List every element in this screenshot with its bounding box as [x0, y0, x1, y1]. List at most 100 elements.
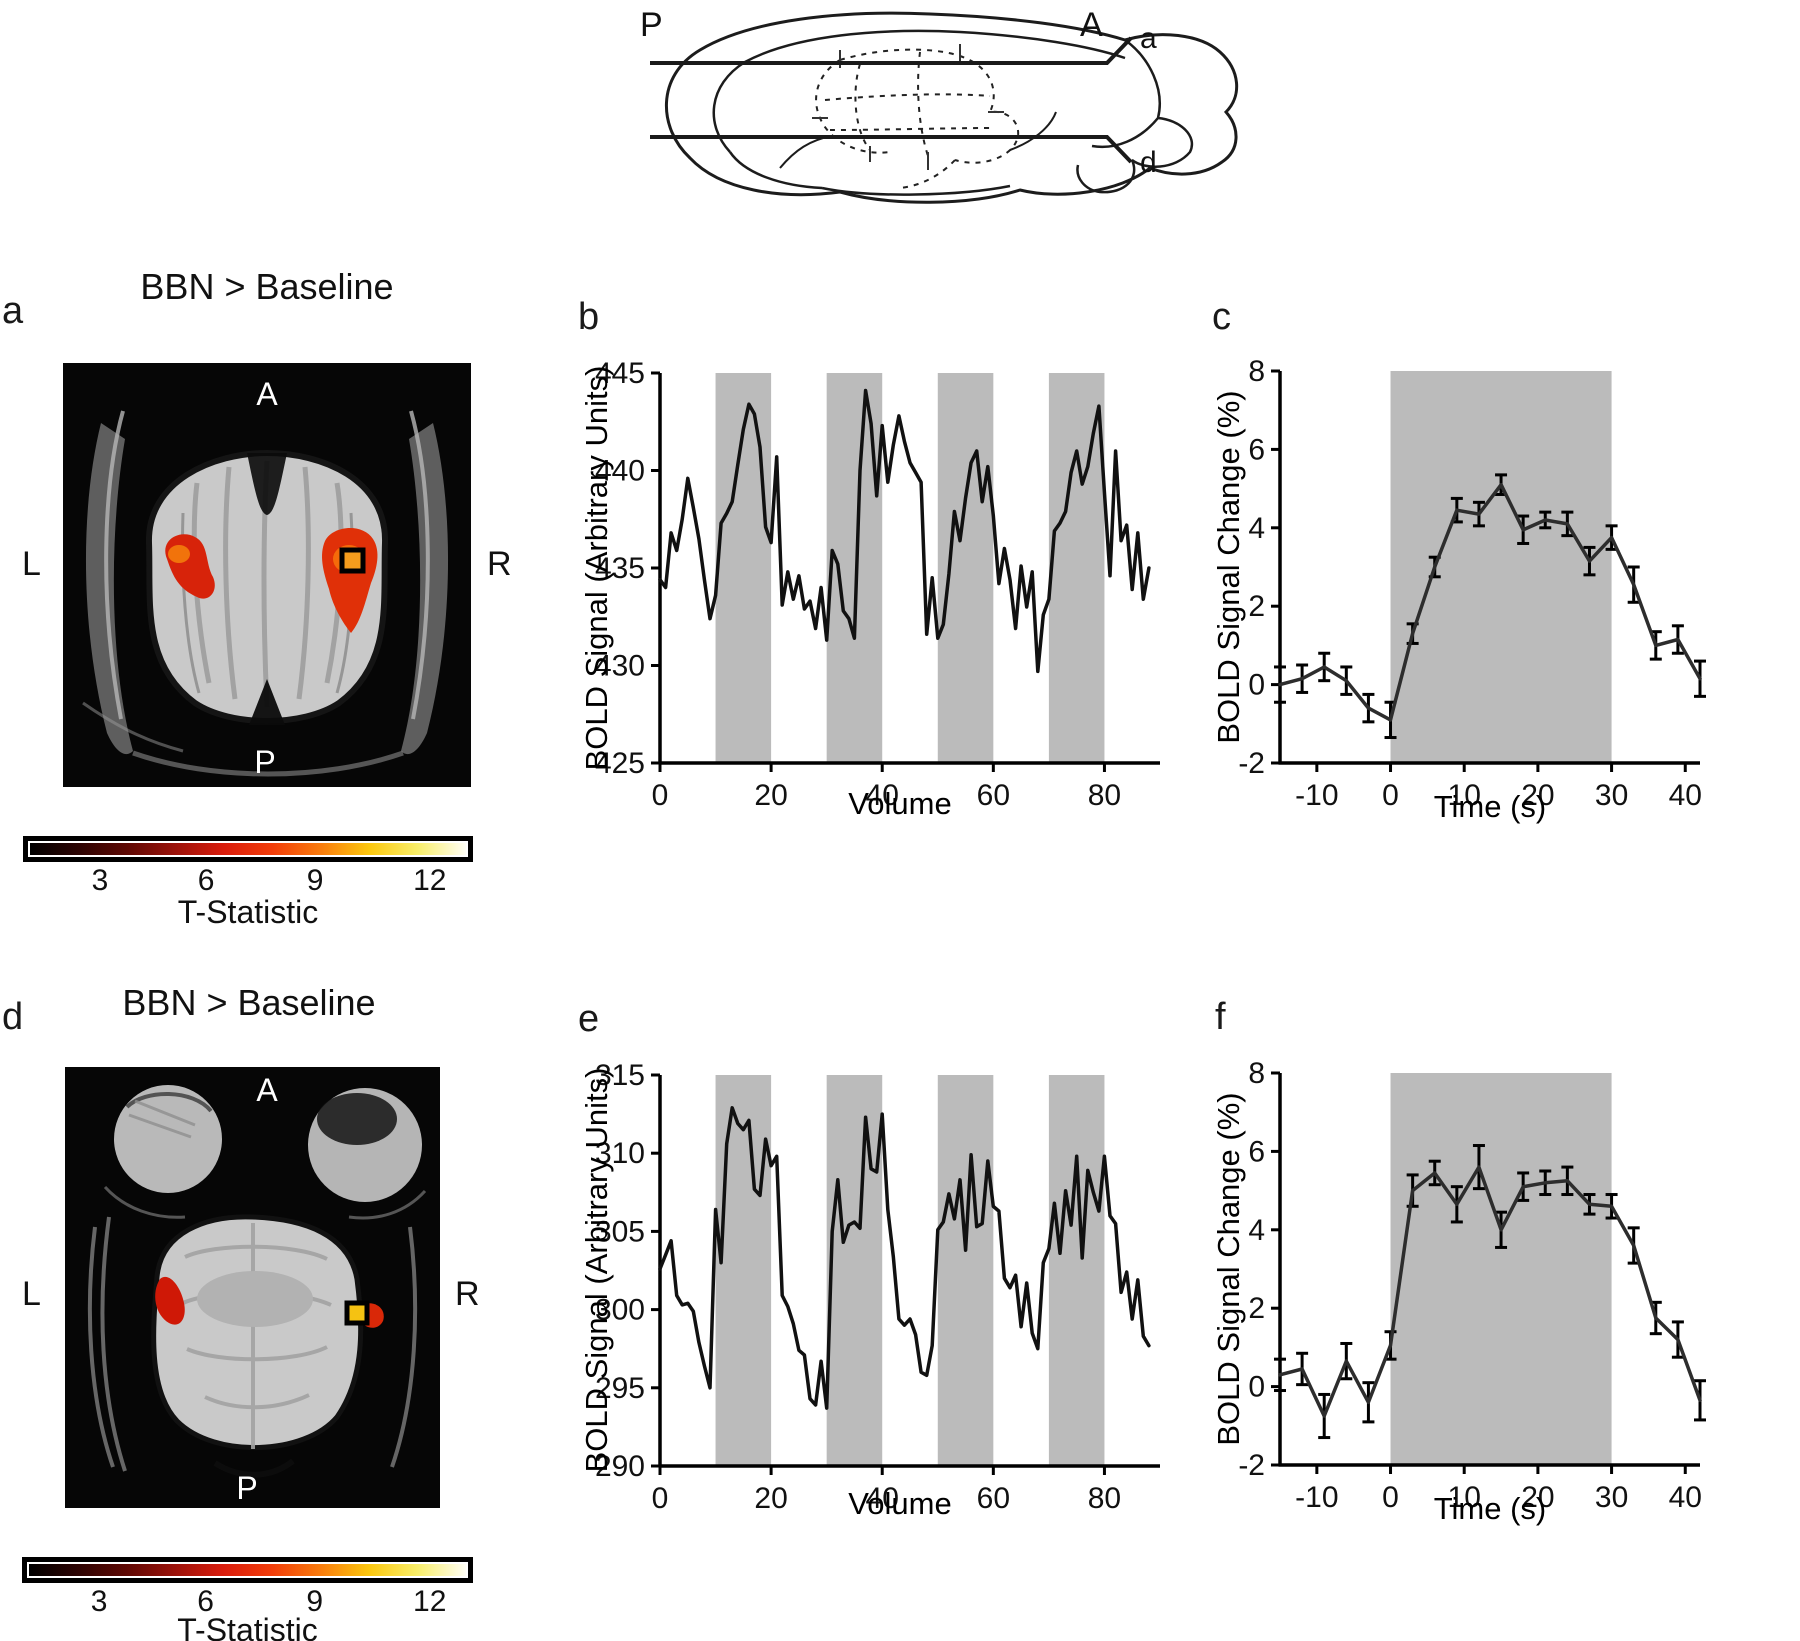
colorbar-tick: 12: [413, 1585, 447, 1618]
panel-f-ylabel: BOLD Signal Change (%): [1211, 1092, 1246, 1446]
stimulus-block: [1390, 1073, 1612, 1465]
panel-a-left-label: L: [22, 545, 41, 583]
tstat-colorbar-a-label: T-Statistic: [177, 894, 319, 930]
y-tick-label: 440: [595, 455, 645, 488]
panel-a-anterior-label: A: [256, 376, 278, 412]
y-tick-label: 300: [595, 1294, 645, 1327]
x-tick-label: 80: [1088, 1482, 1121, 1515]
slice-line-d-label: d: [1140, 146, 1157, 179]
diagram-posterior-label: P: [640, 6, 663, 44]
y-tick-label: 445: [595, 357, 645, 390]
panel-d-title: BBN > Baseline: [122, 982, 376, 1023]
panel-letter-b: b: [578, 296, 600, 338]
panel-d-anterior-label: A: [256, 1072, 278, 1108]
tstat-colorbar-a-ticks: 3 6 9 12: [23, 864, 473, 898]
diagram-anterior-label: A: [1080, 6, 1103, 44]
stimulus-block: [715, 1075, 772, 1466]
panel-b-xlabel: Volume: [848, 786, 952, 821]
stimulus-block: [826, 1075, 883, 1466]
y-tick-label: 4: [1248, 1214, 1265, 1247]
panel-d-left-label: L: [22, 1275, 41, 1313]
stimulus-block: [937, 373, 994, 763]
y-tick-label: 0: [1248, 669, 1265, 702]
tstat-colorbar-d: [22, 1557, 473, 1583]
brain-tissue: [151, 1214, 364, 1450]
bold-signal-trace: [1278, 1165, 1702, 1418]
panel-d-posterior-label: P: [236, 1470, 257, 1506]
x-tick-label: 80: [1088, 779, 1121, 812]
chart-panel-e: 290 295 300 305 310 315 0 20 40 60 80: [540, 1043, 1220, 1518]
panel-d-right-label: R: [455, 1275, 480, 1313]
y-tick-label: 6: [1248, 1135, 1265, 1168]
x-tick-label: -10: [1295, 779, 1338, 812]
y-tick-label: 305: [595, 1215, 645, 1248]
bold-signal-trace: [658, 1106, 1151, 1410]
chart-panel-c: -2 0 2 4 6 8 -10 0 10 20 30 40: [1160, 339, 1800, 819]
colorbar-tick: 9: [306, 1585, 324, 1618]
colorbar-tick: 6: [197, 864, 215, 897]
y-tick-label: 425: [595, 747, 645, 780]
panel-letter-e: e: [578, 998, 600, 1040]
stimulus-block: [1048, 373, 1105, 763]
stimulus-block: [1048, 1075, 1105, 1466]
x-tick-label: 40: [866, 779, 899, 812]
panel-b-ylabel: BOLD Signal (Arbitrary Units): [579, 365, 614, 771]
x-tick-label: 30: [1595, 1481, 1628, 1514]
stimulus-block: [826, 373, 883, 763]
x-tick-label: 40: [866, 1482, 899, 1515]
y-tick-label: -2: [1238, 747, 1265, 780]
x-tick-label: 20: [754, 779, 787, 812]
y-tick-label: 4: [1248, 512, 1265, 545]
activation-blob-left: [155, 1276, 185, 1325]
slice-line-d: [650, 135, 1133, 164]
x-tick-label: 40: [1669, 779, 1702, 812]
chart-panel-f: -2 0 2 4 6 8 -10 0 10 20 30 40: [1160, 1041, 1800, 1521]
tstat-colorbar-a: [23, 836, 473, 862]
tstat-colorbar-gradient: [28, 841, 468, 857]
panel-a-posterior-label: P: [254, 744, 275, 780]
colorbar-tick: 9: [306, 864, 324, 897]
x-tick-label: 20: [754, 1482, 787, 1515]
colorbar-tick: 3: [91, 864, 109, 897]
tstat-colorbar-gradient: [27, 1562, 468, 1578]
panel-letter-d: d: [2, 996, 24, 1038]
x-tick-label: 10: [1448, 1481, 1481, 1514]
y-tick-label: 2: [1248, 590, 1265, 623]
panel-c-ylabel: BOLD Signal Change (%): [1211, 390, 1246, 744]
y-tick-label: 290: [595, 1450, 645, 1483]
bold-signal-trace: [1278, 482, 1702, 722]
y-tick-label: 8: [1248, 1057, 1265, 1090]
x-tick-label: 20: [1521, 779, 1554, 812]
panel-a-title: BBN > Baseline: [140, 266, 394, 307]
bold-signal-trace: [658, 388, 1151, 674]
panel-a-mri-image: A P: [63, 363, 471, 787]
colorbar-tick: 6: [197, 1585, 214, 1618]
x-tick-label: 60: [977, 779, 1010, 812]
chart-panel-b: 425 430 435 440 445 0 20 40 60 80: [540, 341, 1220, 816]
skull-bands: [82, 410, 449, 777]
tstat-colorbar-d-ticks: 3 6 9 12: [22, 1585, 473, 1619]
slice-line-a-label: a: [1140, 22, 1157, 55]
panel-f-xlabel: Time (s): [1433, 1491, 1547, 1526]
panel-c-xlabel: Time (s): [1433, 789, 1547, 824]
panel-e-ylabel: BOLD Signal (Arbitrary Units): [579, 1067, 614, 1473]
roi-marker-square: [344, 1300, 370, 1326]
panel-letter-c: c: [1212, 296, 1231, 338]
eye-orbits: [103, 1085, 427, 1220]
roi-marker-square: [339, 547, 366, 574]
y-tick-label: 0: [1248, 1371, 1265, 1404]
y-tick-label: 8: [1248, 355, 1265, 388]
x-tick-label: 0: [1382, 779, 1399, 812]
x-tick-label: 0: [652, 1482, 669, 1515]
y-tick-label: 6: [1248, 433, 1265, 466]
panel-a-right-label: R: [487, 545, 512, 583]
brain-slice-diagram: P A a d: [540, 0, 1320, 235]
x-tick-label: 20: [1521, 1481, 1554, 1514]
x-tick-label: 60: [977, 1482, 1010, 1515]
colorbar-tick: 12: [413, 864, 447, 897]
panel-e-xlabel: Volume: [848, 1486, 952, 1521]
x-tick-label: -10: [1295, 1481, 1338, 1514]
y-tick-label: 435: [595, 552, 645, 585]
brain-outline: [664, 11, 1239, 204]
